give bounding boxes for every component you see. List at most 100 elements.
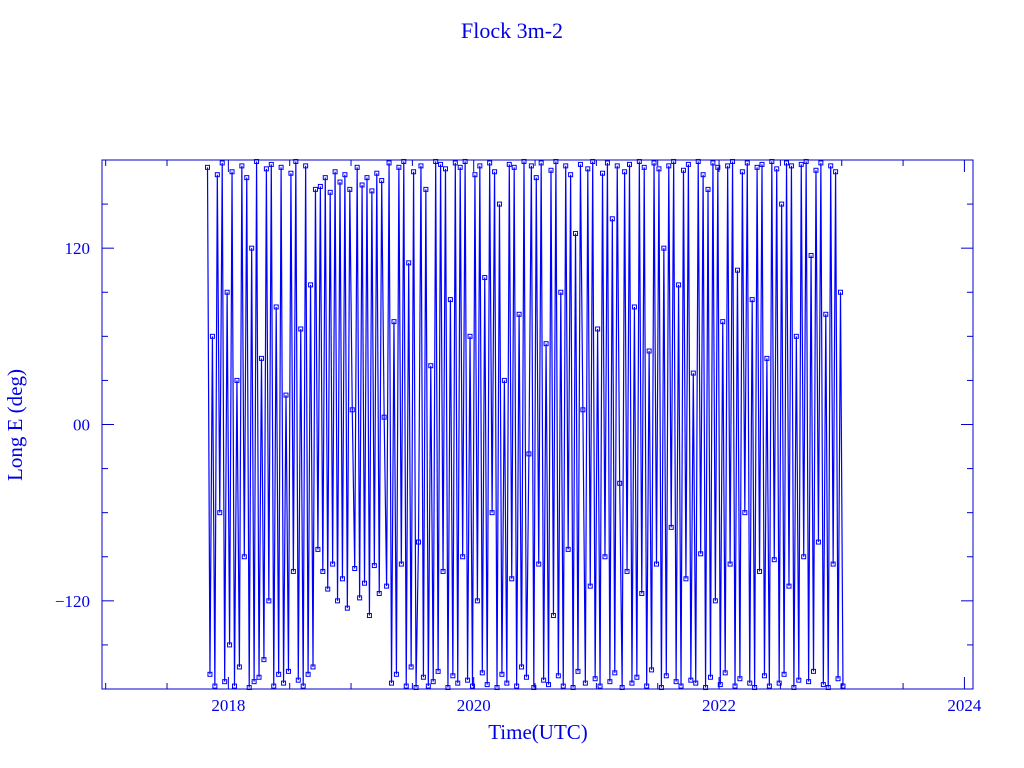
data-point: [592, 676, 598, 682]
data-point: [693, 680, 699, 686]
data-point: [386, 160, 392, 166]
data-point: [597, 683, 603, 689]
y-tick-label: 00: [73, 416, 90, 435]
data-point: [727, 561, 733, 567]
data-point: [234, 377, 240, 383]
data-point: [236, 664, 242, 670]
data-point: [796, 677, 802, 683]
data-point: [506, 161, 512, 167]
data-point: [263, 166, 269, 172]
data-point: [276, 671, 282, 677]
data-point: [825, 685, 831, 691]
data-point: [722, 670, 728, 676]
data-point: [273, 304, 279, 310]
data-point: [290, 568, 296, 574]
data-point: [300, 683, 306, 689]
data-point: [830, 561, 836, 567]
data-point: [688, 677, 694, 683]
x-tick-label: 2022: [702, 696, 736, 715]
data-point: [798, 161, 804, 167]
data-point: [761, 673, 767, 679]
data-point: [575, 668, 581, 674]
data-point: [325, 586, 331, 592]
data-point: [369, 188, 375, 194]
data-point: [433, 158, 439, 164]
data-point: [754, 164, 760, 170]
series-line: [206, 161, 844, 688]
data-point: [457, 164, 463, 170]
data-point: [676, 282, 682, 288]
data-point: [764, 355, 770, 361]
data-point: [482, 275, 488, 281]
data-point: [455, 680, 461, 686]
data-point: [420, 674, 426, 680]
data-point: [646, 348, 652, 354]
data-point: [227, 642, 233, 648]
x-tick-label: 2024: [947, 696, 982, 715]
data-point: [327, 189, 333, 195]
data-point: [818, 160, 824, 166]
chart-title: Flock 3m-2: [461, 18, 563, 43]
data-point: [720, 319, 726, 325]
data-point: [673, 679, 679, 685]
data-point: [548, 167, 554, 173]
data-point: [663, 673, 669, 679]
data-point: [229, 169, 235, 175]
data-point: [214, 172, 220, 178]
data-point: [828, 163, 834, 169]
data-point: [543, 341, 549, 347]
data-point: [393, 671, 399, 677]
data-point: [678, 683, 684, 689]
data-point: [364, 175, 370, 181]
data-point: [607, 679, 613, 685]
data-point: [251, 679, 257, 685]
data-point: [536, 561, 542, 567]
data-point: [246, 685, 252, 691]
y-tick-label: −120: [55, 592, 90, 611]
data-point: [349, 407, 355, 413]
data-point: [555, 673, 561, 679]
data-point: [744, 160, 750, 166]
data-point: [820, 682, 826, 688]
data-point: [288, 170, 294, 176]
data-point: [357, 595, 363, 601]
data-point: [499, 671, 505, 677]
data-point: [320, 568, 326, 574]
data-point: [472, 172, 478, 178]
data-point: [261, 657, 267, 663]
data-point: [776, 680, 782, 686]
data-point: [389, 680, 395, 686]
data-point: [303, 163, 309, 169]
data-point: [541, 677, 547, 683]
data-point: [791, 685, 797, 691]
data-point: [808, 253, 814, 259]
data-point: [835, 676, 841, 682]
data-point: [585, 166, 591, 172]
data-point: [685, 161, 691, 167]
data-point: [801, 554, 807, 560]
data-point: [668, 524, 674, 530]
data-point: [568, 172, 574, 178]
data-point: [450, 673, 456, 679]
data-point: [423, 186, 429, 192]
data-point: [428, 363, 434, 369]
data-point: [209, 333, 215, 339]
data-point: [666, 163, 672, 169]
data-point: [337, 179, 343, 185]
data-point: [815, 539, 821, 545]
data-point: [766, 683, 772, 689]
data-point: [649, 667, 655, 673]
data-point: [376, 590, 382, 596]
data-point: [565, 546, 571, 552]
data-point: [317, 183, 323, 189]
data-point: [266, 598, 272, 604]
data-point: [838, 289, 844, 295]
data-point: [604, 160, 610, 166]
data-point: [494, 685, 500, 691]
y-tick-label: 120: [65, 239, 91, 258]
data-point: [379, 178, 385, 184]
data-point: [416, 539, 422, 545]
data-point: [639, 590, 645, 596]
data-point: [531, 685, 537, 691]
